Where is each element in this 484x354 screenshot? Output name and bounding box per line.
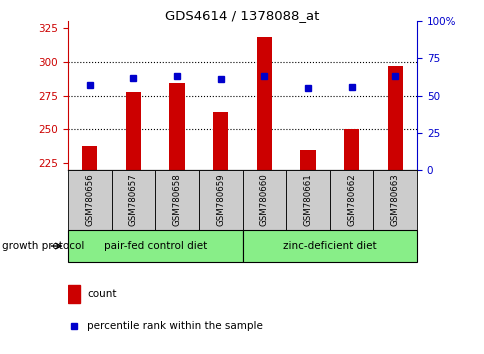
FancyBboxPatch shape — [373, 170, 416, 230]
FancyBboxPatch shape — [68, 170, 111, 230]
Text: pair-fed control diet: pair-fed control diet — [104, 241, 206, 251]
FancyBboxPatch shape — [68, 230, 242, 262]
Bar — [212, 112, 228, 170]
Text: GSM780658: GSM780658 — [172, 173, 181, 227]
Bar — [68, 285, 80, 303]
Text: GDS4614 / 1378088_at: GDS4614 / 1378088_at — [165, 9, 319, 22]
Text: GSM780662: GSM780662 — [347, 173, 355, 227]
FancyBboxPatch shape — [242, 170, 286, 230]
Bar — [343, 129, 359, 170]
Text: GSM780661: GSM780661 — [303, 173, 312, 227]
Text: GSM780656: GSM780656 — [85, 173, 94, 227]
Bar — [256, 38, 272, 170]
Bar — [82, 145, 97, 170]
Bar — [387, 66, 402, 170]
Bar — [300, 150, 315, 170]
Text: count: count — [87, 289, 116, 299]
Text: GSM780659: GSM780659 — [216, 174, 225, 226]
Text: GSM780660: GSM780660 — [259, 173, 268, 227]
Bar — [169, 84, 184, 170]
FancyBboxPatch shape — [242, 230, 416, 262]
Text: GSM780663: GSM780663 — [390, 173, 399, 227]
Text: GSM780657: GSM780657 — [129, 173, 137, 227]
FancyBboxPatch shape — [155, 170, 198, 230]
FancyBboxPatch shape — [198, 170, 242, 230]
Text: zinc-deficient diet: zinc-deficient diet — [282, 241, 376, 251]
FancyBboxPatch shape — [111, 170, 155, 230]
FancyBboxPatch shape — [329, 170, 373, 230]
Bar — [125, 92, 141, 170]
Text: percentile rank within the sample: percentile rank within the sample — [87, 321, 262, 331]
FancyBboxPatch shape — [286, 170, 329, 230]
Text: growth protocol: growth protocol — [2, 241, 85, 251]
